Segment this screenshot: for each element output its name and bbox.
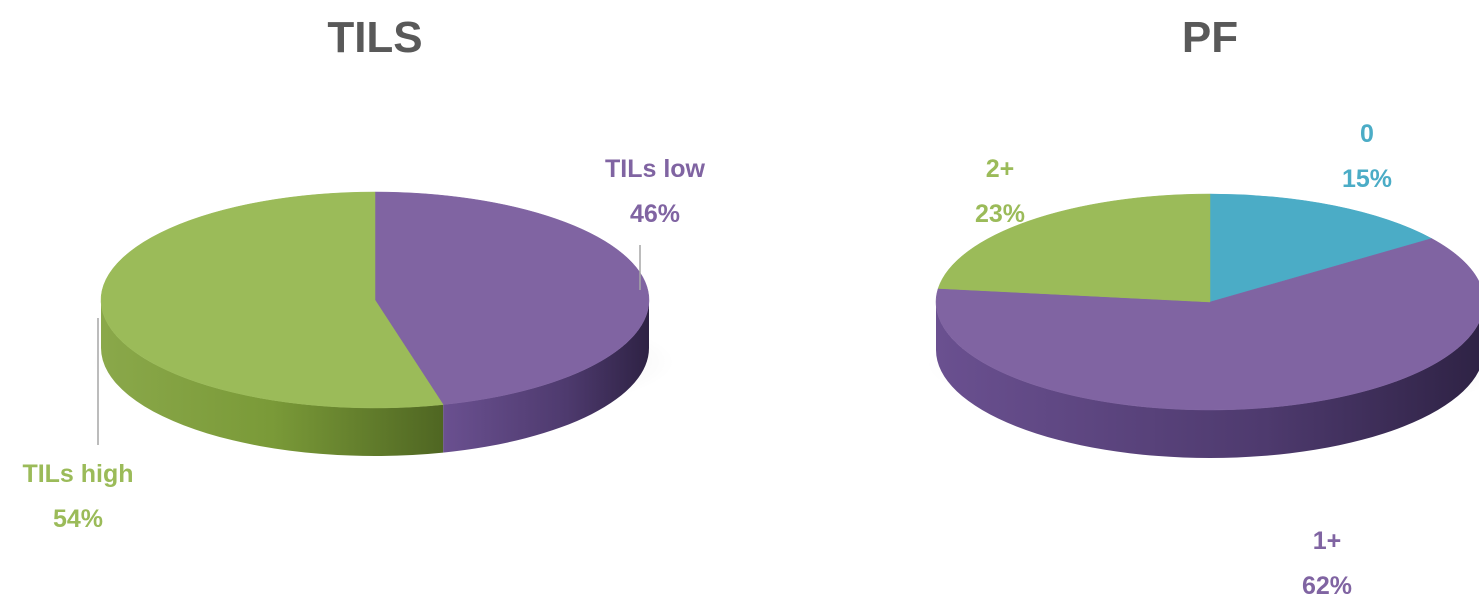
pie-slice-1plus xyxy=(935,238,1479,411)
label-pf-1plus-name: 1+ xyxy=(1313,527,1342,555)
pie-slice-tils-low xyxy=(374,191,650,405)
label-pf-2plus-name: 2+ xyxy=(986,155,1015,183)
chart-title-tils: TILS xyxy=(327,13,422,62)
label-pf-0-name: 0 xyxy=(1360,120,1374,148)
pie-side-1plus xyxy=(936,302,1479,458)
pie-side-tils-high xyxy=(101,300,444,456)
pie-slice-0 xyxy=(1209,193,1433,303)
pie-slice-tils-high xyxy=(100,191,444,409)
pie-side-tils-low xyxy=(443,300,649,453)
pie-pf xyxy=(926,193,1479,458)
label-tils-low-name: TILs low xyxy=(605,155,706,183)
label-pf-2plus-value: 23% xyxy=(975,200,1025,228)
pie-slice-2plus xyxy=(937,193,1211,303)
label-tils-high-value: 54% xyxy=(53,505,103,533)
label-pf-1plus-value: 62% xyxy=(1302,572,1352,599)
pie-tils xyxy=(91,191,675,456)
label-pf-0-value: 15% xyxy=(1342,165,1392,193)
label-tils-high-name: TILs high xyxy=(22,460,133,488)
label-tils-low-value: 46% xyxy=(630,200,680,228)
chart-title-pf: PF xyxy=(1182,13,1238,62)
